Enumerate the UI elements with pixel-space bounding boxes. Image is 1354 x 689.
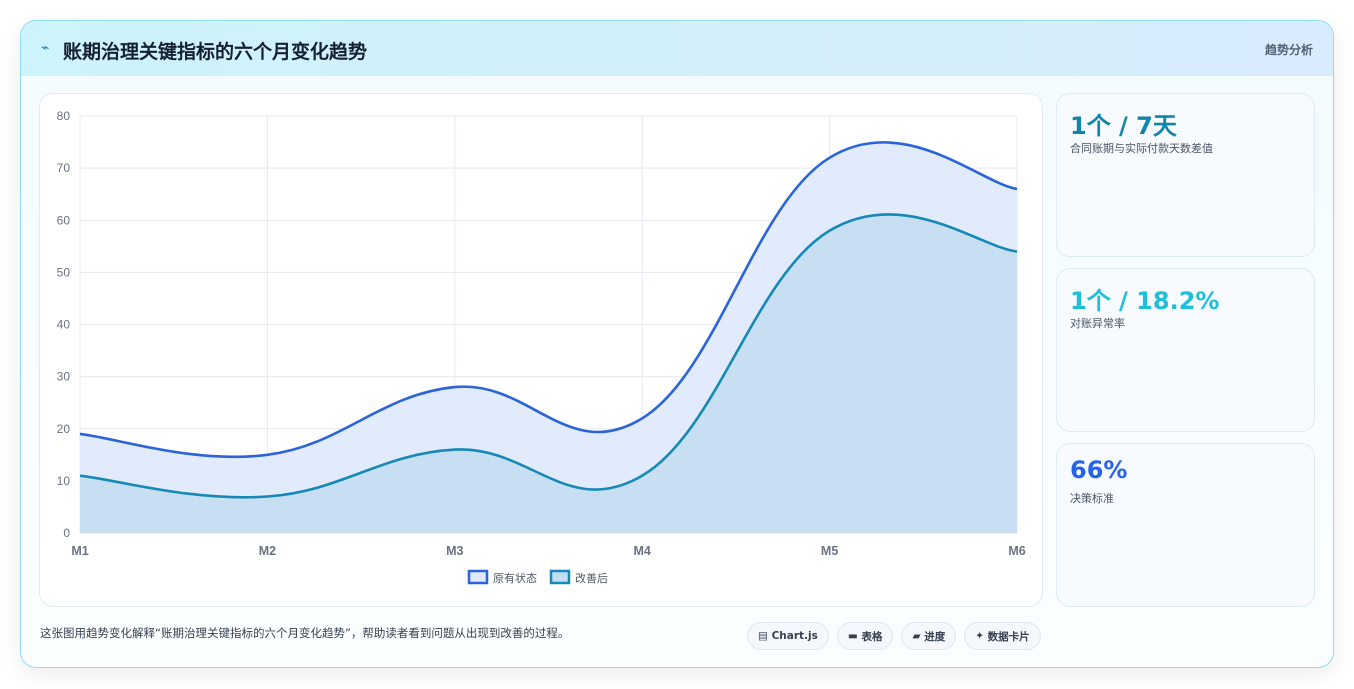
y-tick-label: 70 (57, 161, 71, 175)
y-tick-label: 60 (57, 213, 71, 227)
chip-table[interactable]: ▬ 表格 (836, 622, 894, 650)
x-tick-label: M6 (1008, 544, 1025, 558)
kpi-value: 66% (1070, 456, 1128, 484)
kpi-card-2: 1个 / 18.2% 对账异常率 (1056, 268, 1315, 432)
y-tick-label: 40 (57, 318, 71, 332)
table-icon: ▬ (847, 630, 858, 642)
kpi-label: 对账异常率 (1070, 317, 1125, 330)
legend-label: 改善后 (575, 571, 608, 585)
kpi-card-1: 1个 / 7天 合同账期与实际付款天数差值 (1056, 93, 1315, 257)
y-tick-label: 20 (57, 422, 71, 436)
card-tag: 趋势分析 (1264, 43, 1313, 57)
kpi-card-3: 66% 决策标准 (1056, 443, 1315, 607)
chart-card: ⌁ 账期治理关键指标的六个月变化趋势 趋势分析 0 10 20 30 40 50 60 70 8… (20, 20, 1334, 668)
chip-label: 进度 (924, 630, 946, 643)
chip-datacard[interactable]: ✦ 数据卡片 (964, 622, 1041, 650)
y-tick-label: 80 (57, 109, 71, 123)
y-tick-label: 30 (57, 370, 71, 384)
x-tick-label: M5 (821, 544, 838, 558)
chip-label: 表格 (861, 630, 883, 643)
kpi-label: 决策标准 (1070, 492, 1114, 505)
chip-label: Chart.js (771, 630, 818, 642)
series-line-2 (79, 213, 1018, 499)
x-tick-label: M4 (634, 544, 651, 558)
chart-panel: 0 10 20 30 40 50 60 70 80 M1 M2 M3 M4 M5 M6 原有状态 改善后 (39, 93, 1043, 607)
area-chart: 0 10 20 30 40 50 60 70 80 M1 M2 M3 M4 M5 M6 原有状态 改善后 (57, 109, 1026, 585)
legend-swatch (467, 569, 489, 585)
chart-caption: 这张图用趋势变化解释“账期治理关键指标的六个月变化趋势”，帮助读者看到问题从出现… (40, 626, 570, 640)
x-tick-label: M1 (71, 544, 88, 558)
series-area-2 (80, 214, 1017, 533)
chip-progress[interactable]: ▰ 进度 (901, 622, 957, 650)
progress-icon: ▰ (912, 630, 921, 642)
y-tick-label: 0 (63, 526, 70, 540)
series-line-1 (79, 141, 1018, 459)
kpi-value: 1个 / 7天 (1070, 112, 1177, 140)
y-tick-label: 50 (57, 265, 71, 279)
chip-chartjs[interactable]: ▤ Chart.js (747, 622, 829, 650)
y-tick-label: 10 (57, 474, 71, 488)
chip-label: 数据卡片 (987, 630, 1030, 643)
card-title: 账期治理关键指标的六个月变化趋势 (63, 41, 368, 63)
sparkle-icon: ✦ (975, 630, 985, 642)
chart-icon: ▤ (758, 630, 768, 642)
x-tick-label: M3 (446, 544, 463, 558)
sparkline-icon: ⌁ (41, 40, 50, 56)
x-tick-label: M2 (259, 544, 276, 558)
tech-chips: ▤ Chart.js ▬ 表格 ▰ 进度 ✦ 数据卡片 (747, 622, 1041, 650)
legend-swatch (549, 569, 571, 585)
kpi-value: 1个 / 18.2% (1070, 287, 1220, 315)
legend-label: 原有状态 (493, 571, 537, 585)
kpi-label: 合同账期与实际付款天数差值 (1070, 142, 1213, 155)
card-header: ⌁ 账期治理关键指标的六个月变化趋势 趋势分析 (21, 21, 1333, 76)
